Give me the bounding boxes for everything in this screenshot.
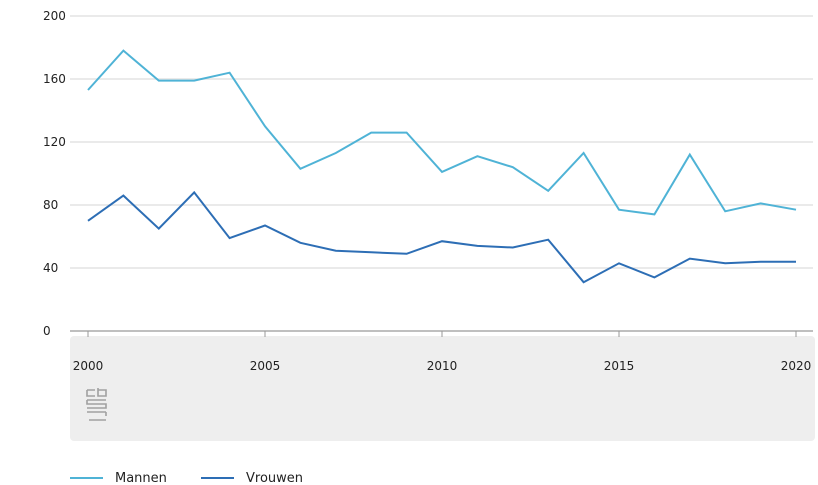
y-tick-labels: 0 40 80 120 160 200: [43, 9, 66, 338]
series-lines: [87, 49, 797, 284]
y-tick-label: 40: [43, 261, 58, 275]
legend-label-vrouwen: Vrouwen: [246, 471, 303, 485]
y-tick-label: 160: [43, 72, 66, 86]
x-tick-labels: 2000 2005 2010 2015 2020: [73, 359, 812, 373]
y-tick-label: 0: [43, 324, 51, 338]
legend: Mannen Vrouwen: [70, 471, 303, 485]
y-tick-label: 80: [43, 198, 58, 212]
x-tick-label: 2010: [427, 359, 458, 373]
x-tick-label: 2005: [250, 359, 281, 373]
series-line-vrouwen: [87, 190, 796, 284]
legend-label-mannen: Mannen: [115, 471, 167, 485]
x-tick-label: 2000: [73, 359, 104, 373]
x-tick-label: 2015: [604, 359, 635, 373]
y-tick-label: 200: [43, 9, 66, 23]
y-gridlines: [70, 15, 813, 269]
x-tick-label: 2020: [781, 359, 812, 373]
cbs-logo-icon: [86, 388, 107, 421]
x-axis: [70, 330, 813, 337]
y-tick-label: 120: [43, 135, 66, 149]
chart-footer-band: [70, 336, 815, 441]
series-line-mannen: [87, 49, 797, 216]
